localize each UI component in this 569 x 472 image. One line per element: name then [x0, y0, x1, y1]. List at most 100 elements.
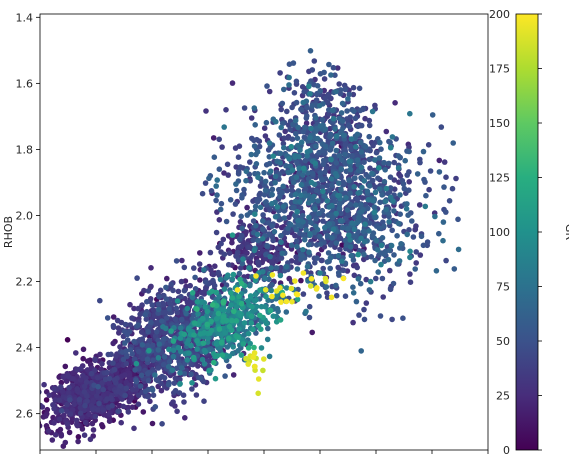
scatter-point — [407, 254, 413, 261]
scatter-point — [122, 392, 128, 399]
scatter-point — [249, 303, 255, 310]
scatter-point — [187, 282, 193, 289]
scatter-point — [84, 398, 90, 405]
scatter-point — [174, 309, 181, 316]
scatter-point — [220, 314, 227, 320]
scatter-point — [43, 413, 49, 419]
scatter-point — [75, 438, 81, 445]
scatter-point — [154, 329, 160, 335]
scatter-point — [135, 348, 142, 355]
scatter-point — [88, 370, 95, 377]
scatter-point — [117, 383, 124, 389]
scatter-point — [395, 220, 402, 227]
scatter-point — [300, 172, 306, 178]
scatter-point — [352, 115, 359, 122]
scatter-point — [440, 219, 447, 225]
scatter-point — [269, 223, 275, 229]
scatter-point — [237, 276, 243, 283]
scatter-point — [146, 337, 153, 344]
scatter-point — [277, 70, 283, 76]
scatter-point — [293, 130, 299, 137]
scatter-point — [51, 420, 57, 426]
scatter-point — [328, 294, 335, 301]
scatter-point — [333, 133, 340, 139]
scatter-point — [52, 432, 59, 438]
scatter-point — [177, 370, 183, 376]
scatter-point — [99, 380, 105, 386]
scatter-point — [268, 265, 275, 271]
scatter-point — [95, 388, 102, 394]
scatter-point — [305, 241, 312, 248]
scatter-point — [257, 204, 264, 211]
scatter-point — [250, 252, 256, 258]
scatter-point — [210, 271, 217, 278]
scatter-point — [66, 384, 72, 391]
scatter-point — [279, 120, 286, 127]
scatter-point — [406, 148, 412, 155]
scatter-point — [266, 88, 273, 95]
colorbar-tick-label: 25 — [496, 390, 510, 403]
scatter-point — [161, 301, 167, 308]
scatter-point — [288, 221, 294, 228]
scatter-point — [333, 292, 340, 299]
scatter-point — [301, 89, 308, 95]
scatter-point — [335, 252, 342, 259]
scatter-point — [293, 259, 300, 265]
scatter-points — [40, 48, 462, 450]
scatter-point — [357, 107, 363, 114]
scatter-point — [278, 106, 285, 113]
scatter-point — [326, 61, 332, 68]
scatter-point — [292, 117, 299, 124]
scatter-point — [149, 342, 156, 349]
scatter-point — [375, 269, 382, 275]
scatter-point — [383, 185, 390, 192]
scatter-point — [106, 411, 112, 418]
scatter-point — [376, 155, 383, 161]
scatter-point — [216, 166, 223, 172]
scatter-point — [406, 187, 412, 193]
scatter-point — [131, 425, 137, 432]
scatter-point — [233, 304, 239, 310]
scatter-point — [356, 214, 362, 221]
scatter-point — [255, 376, 262, 382]
scatter-point — [350, 84, 357, 91]
scatter-point — [260, 226, 266, 232]
scatter-point — [251, 105, 258, 111]
scatter-point — [391, 252, 397, 258]
scatter-point — [185, 326, 192, 333]
scatter-point — [382, 198, 389, 204]
scatter-point — [253, 161, 260, 167]
scatter-point — [335, 269, 342, 276]
scatter-point — [115, 408, 121, 415]
scatter-point — [271, 228, 278, 235]
scatter-point — [407, 271, 413, 277]
scatter-point — [72, 396, 79, 403]
scatter-point — [267, 307, 274, 314]
scatter-point — [93, 393, 100, 399]
scatter-point — [332, 126, 339, 132]
scatter-point — [383, 128, 390, 135]
scatter-point — [208, 267, 214, 273]
scatter-point — [269, 282, 275, 288]
scatter-point — [279, 100, 286, 107]
scatter-point — [283, 285, 290, 291]
scatter-point — [117, 344, 123, 350]
scatter-point — [70, 376, 76, 382]
scatter-point — [295, 221, 302, 228]
scatter-point — [177, 325, 184, 331]
scatter-point — [330, 115, 337, 122]
scatter-point — [316, 293, 322, 300]
scatter-point — [289, 136, 296, 142]
scatter-point — [245, 330, 252, 337]
scatter-point — [400, 181, 407, 187]
y-tick-label: 2.2 — [16, 276, 34, 289]
scatter-point — [313, 216, 320, 222]
scatter-point — [344, 207, 351, 213]
scatter-point — [297, 199, 303, 205]
scatter-point — [145, 377, 152, 384]
scatter-point — [406, 227, 412, 233]
scatter-point — [223, 107, 229, 113]
scatter-point — [213, 183, 219, 189]
scatter-point — [313, 115, 319, 121]
scatter-point — [230, 344, 236, 350]
